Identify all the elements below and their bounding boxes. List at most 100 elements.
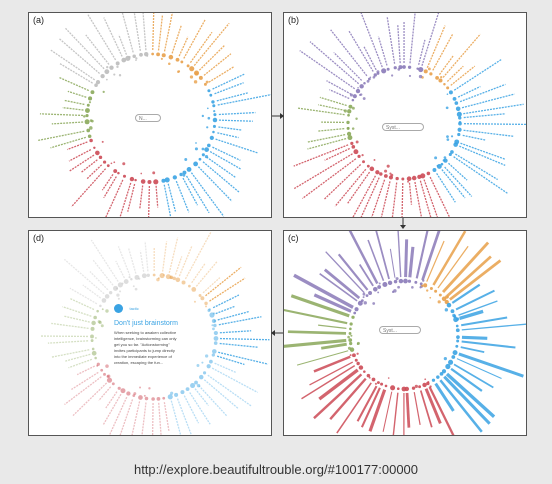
node-dot[interactable] <box>407 180 409 183</box>
node-dot[interactable] <box>169 276 173 280</box>
node-dot[interactable] <box>445 363 451 370</box>
node-dot[interactable] <box>156 396 161 401</box>
node-dot[interactable] <box>174 392 179 397</box>
node-dot[interactable] <box>451 355 456 359</box>
search-input[interactable]: N... <box>135 114 161 122</box>
node-dot[interactable] <box>148 387 151 390</box>
node-dot[interactable] <box>424 378 427 381</box>
node-dot[interactable] <box>203 82 207 86</box>
node-dot[interactable] <box>376 70 380 74</box>
node-dot[interactable] <box>123 279 129 284</box>
node-dot[interactable] <box>213 113 217 117</box>
node-dot[interactable] <box>140 179 146 184</box>
node-dot[interactable] <box>439 372 444 376</box>
node-dot[interactable] <box>441 369 447 374</box>
node-dot[interactable] <box>161 178 166 183</box>
node-dot[interactable] <box>347 109 352 114</box>
node-dot[interactable] <box>393 66 397 70</box>
node-dot[interactable] <box>446 138 450 141</box>
node-dot[interactable] <box>434 289 438 293</box>
tactic-card[interactable]: tactic Don't just brainstorm When seekin… <box>114 300 180 366</box>
node-dot[interactable] <box>363 82 366 85</box>
node-dot[interactable] <box>93 315 97 320</box>
node-dot[interactable] <box>357 300 363 306</box>
node-dot[interactable] <box>133 392 137 396</box>
node-dot[interactable] <box>459 112 462 115</box>
node-dot[interactable] <box>178 70 181 73</box>
node-dot[interactable] <box>365 294 369 298</box>
node-dot[interactable] <box>387 377 390 379</box>
node-dot[interactable] <box>209 135 214 141</box>
node-dot[interactable] <box>213 341 218 345</box>
node-dot[interactable] <box>159 272 165 279</box>
node-dot[interactable] <box>366 164 370 168</box>
node-dot[interactable] <box>347 113 350 117</box>
node-dot[interactable] <box>382 281 388 288</box>
node-dot[interactable] <box>202 371 207 375</box>
node-dot[interactable] <box>111 382 115 386</box>
node-dot[interactable] <box>200 296 205 301</box>
node-dot[interactable] <box>117 297 120 300</box>
node-dot[interactable] <box>179 172 183 177</box>
node-dot[interactable] <box>88 96 93 101</box>
node-dot[interactable] <box>209 93 213 97</box>
node-dot[interactable] <box>377 291 380 294</box>
node-dot[interactable] <box>353 149 359 155</box>
node-dot[interactable] <box>401 386 407 392</box>
node-dot[interactable] <box>129 176 135 182</box>
search-input[interactable]: Syst... <box>382 123 424 131</box>
node-dot[interactable] <box>373 158 376 161</box>
node-dot[interactable] <box>207 116 211 120</box>
node-dot[interactable] <box>355 117 358 121</box>
node-dot[interactable] <box>377 285 382 289</box>
node-dot[interactable] <box>98 320 102 325</box>
node-dot[interactable] <box>182 170 187 175</box>
node-dot[interactable] <box>411 286 414 289</box>
node-dot[interactable] <box>96 362 100 366</box>
node-dot[interactable] <box>104 69 110 75</box>
node-dot[interactable] <box>347 335 350 339</box>
node-dot[interactable] <box>185 387 190 392</box>
node-dot[interactable] <box>186 167 192 172</box>
node-dot[interactable] <box>165 274 171 280</box>
node-dot[interactable] <box>426 171 431 176</box>
node-dot[interactable] <box>448 359 454 365</box>
node-dot[interactable] <box>91 347 95 351</box>
node-dot[interactable] <box>117 386 121 390</box>
node-dot[interactable] <box>184 158 188 161</box>
node-dot[interactable] <box>139 52 143 57</box>
node-dot[interactable] <box>435 75 439 80</box>
search-input[interactable]: Syst... <box>379 326 421 334</box>
node-dot[interactable] <box>351 145 356 149</box>
node-dot[interactable] <box>411 175 417 181</box>
node-dot[interactable] <box>411 386 416 390</box>
node-dot[interactable] <box>393 289 397 293</box>
node-dot[interactable] <box>347 135 353 141</box>
node-dot[interactable] <box>429 72 433 76</box>
node-dot[interactable] <box>343 109 347 113</box>
node-dot[interactable] <box>384 384 388 388</box>
node-dot[interactable] <box>144 396 149 401</box>
node-dot[interactable] <box>440 162 444 166</box>
node-dot[interactable] <box>212 312 216 315</box>
node-dot[interactable] <box>446 302 452 308</box>
node-dot[interactable] <box>350 334 353 337</box>
node-dot[interactable] <box>395 176 399 181</box>
node-dot[interactable] <box>97 320 101 324</box>
node-dot[interactable] <box>90 339 94 343</box>
node-dot[interactable] <box>378 282 381 285</box>
node-dot[interactable] <box>86 128 91 133</box>
node-dot[interactable] <box>132 285 135 288</box>
node-dot[interactable] <box>211 324 214 327</box>
node-dot[interactable] <box>354 307 359 312</box>
node-dot[interactable] <box>209 312 215 318</box>
node-dot[interactable] <box>87 134 92 139</box>
node-dot[interactable] <box>418 74 423 79</box>
node-dot[interactable] <box>211 100 215 104</box>
node-dot[interactable] <box>414 384 418 389</box>
node-dot[interactable] <box>401 177 405 181</box>
node-dot[interactable] <box>205 305 208 308</box>
node-dot[interactable] <box>444 308 449 312</box>
node-dot[interactable] <box>132 394 136 397</box>
node-dot[interactable] <box>356 352 359 355</box>
